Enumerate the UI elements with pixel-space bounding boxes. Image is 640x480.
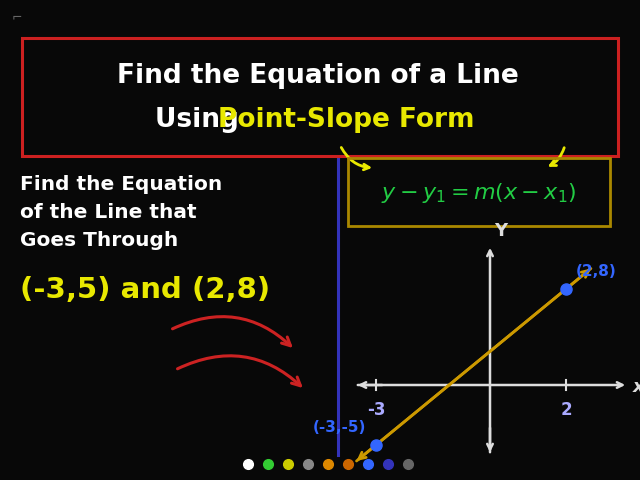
- Text: (-3,-5): (-3,-5): [312, 420, 366, 435]
- Text: ⌐: ⌐: [12, 11, 22, 24]
- Text: (2,8): (2,8): [576, 264, 617, 279]
- Text: $y-y_1 = m(x-x_1)$: $y-y_1 = m(x-x_1)$: [381, 181, 577, 205]
- Text: Point-Slope Form: Point-Slope Form: [218, 107, 474, 133]
- Text: Find the Equation: Find the Equation: [20, 176, 222, 194]
- Text: Find the Equation of a Line: Find the Equation of a Line: [117, 63, 519, 89]
- Text: Y: Y: [494, 222, 507, 240]
- Text: Using: Using: [155, 107, 257, 133]
- Text: (-3,5) and (2,8): (-3,5) and (2,8): [20, 276, 270, 304]
- Text: 2: 2: [560, 401, 572, 419]
- Text: -3: -3: [367, 401, 385, 419]
- Text: Goes Through: Goes Through: [20, 231, 179, 251]
- Text: of the Line that: of the Line that: [20, 204, 196, 223]
- Text: x: x: [633, 378, 640, 396]
